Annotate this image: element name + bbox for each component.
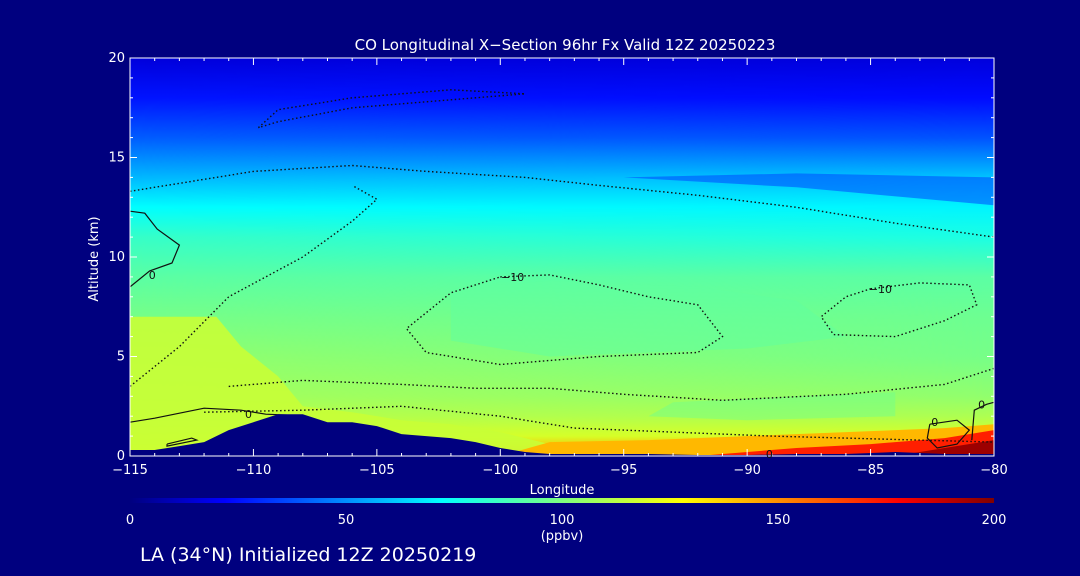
x-tick-label: −110 — [236, 463, 272, 478]
contour-value-label: −10 — [869, 283, 892, 296]
y-tick-label: 20 — [108, 51, 125, 66]
y-tick-label: 0 — [117, 449, 125, 464]
contour-zero-east-loop — [926, 419, 971, 449]
x-tick-label: −90 — [733, 463, 760, 478]
contour-value-label: −10 — [501, 271, 524, 284]
terrain-mask — [130, 414, 994, 456]
contour-upper-band — [130, 164, 994, 238]
contour-value-label: 0 — [149, 269, 156, 282]
y-tick-label: 5 — [117, 350, 125, 365]
colorbar-tick-label: 50 — [338, 513, 355, 528]
x-axis-label: Longitude — [530, 483, 595, 498]
contour-zero-east-edge — [971, 401, 994, 441]
colorbar-tick-label: 150 — [766, 513, 791, 528]
colorbar-unit: (ppbv) — [541, 529, 584, 544]
y-tick-label: 10 — [108, 250, 125, 265]
contour-labels: −10 −10 0 0 0 0 0 — [149, 269, 985, 461]
contour-zero-west-loop — [166, 437, 199, 447]
run-info-subtitle: LA (34°N) Initialized 12Z 20250219 — [140, 544, 476, 566]
western-enhanced-layer — [130, 316, 599, 456]
x-tick-label: −95 — [610, 463, 637, 478]
x-axis-ticks: −115 −110 −105 −100 −95 −90 −85 −80 — [112, 58, 1008, 478]
x-tick-label: −80 — [980, 463, 1007, 478]
x-tick-label: −115 — [112, 463, 148, 478]
colorbar — [130, 498, 994, 503]
surface-max-east — [895, 440, 994, 456]
contour-value-label: 0 — [978, 398, 985, 411]
x-tick-label: −100 — [482, 463, 518, 478]
contour-value-label: 0 — [931, 416, 938, 429]
colorbar-tick-label: 200 — [982, 513, 1007, 528]
colorbar-tick-label: 100 — [550, 513, 575, 528]
y-axis-ticks: 0 5 10 15 20 — [108, 51, 994, 464]
contour-value-label: 0 — [245, 408, 252, 421]
lower-tropo-minimum — [648, 392, 896, 421]
plot-area — [130, 58, 994, 456]
colorbar-ticks: 0 50 100 150 200 — [126, 513, 1007, 528]
mid-level-minimum — [450, 280, 846, 357]
surface-peak-east — [697, 430, 994, 456]
x-tick-label: −85 — [857, 463, 884, 478]
contour-boundary-layer — [204, 405, 994, 443]
y-axis-label: Altitude (km) — [87, 216, 102, 301]
colorbar-tick-label: 0 — [126, 513, 134, 528]
contour-value-label: 0 — [766, 448, 773, 461]
chart-title: CO Longitudinal X−Section 96hr Fx Valid … — [355, 36, 776, 54]
contour-zero-west-low — [130, 407, 291, 423]
upper-dry-tongue — [623, 173, 994, 206]
field-features — [130, 173, 994, 456]
x-tick-label: −105 — [359, 463, 395, 478]
contour-lines — [130, 89, 994, 449]
y-tick-label: 15 — [108, 151, 125, 166]
contour-zero-west-upper — [130, 210, 181, 288]
